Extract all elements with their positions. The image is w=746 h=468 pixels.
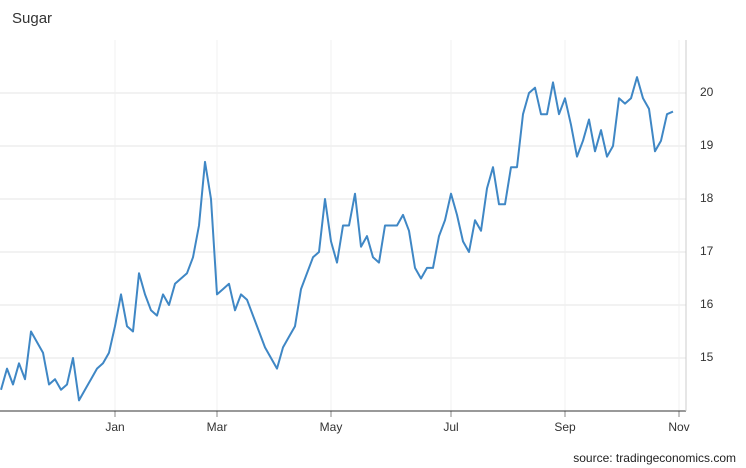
y-tick-label: 17 <box>700 244 714 258</box>
y-tick-label: 20 <box>700 85 714 99</box>
x-tick-label: Sep <box>554 420 576 434</box>
y-tick-label: 19 <box>700 138 714 152</box>
x-tick-label: May <box>320 420 343 434</box>
x-tick-label: Mar <box>207 420 228 434</box>
source: source: tradingeconomics.com <box>573 451 736 465</box>
y-tick-label: 15 <box>700 350 714 364</box>
x-tick-label: Nov <box>668 420 689 434</box>
x-tick-label: Jul <box>443 420 458 434</box>
y-tick-label: 16 <box>700 297 714 311</box>
chart-title: Sugar <box>12 10 52 27</box>
y-tick-label: 18 <box>700 191 714 205</box>
x-tick-label: Jan <box>105 420 124 434</box>
line-series <box>0 76 674 402</box>
